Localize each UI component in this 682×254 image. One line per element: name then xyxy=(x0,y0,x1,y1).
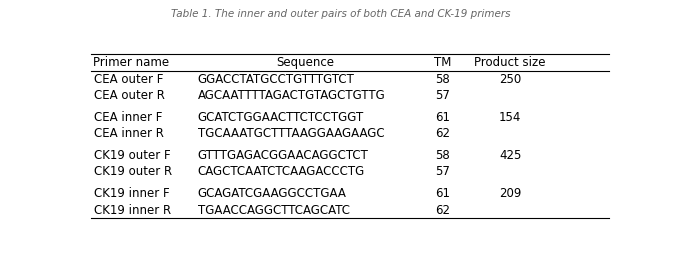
Text: CEA inner R: CEA inner R xyxy=(94,127,164,140)
Text: Product size: Product size xyxy=(475,56,546,69)
Text: TGAACCAGGCTTCAGCATC: TGAACCAGGCTTCAGCATC xyxy=(198,204,350,217)
Text: GCAGATCGAAGGCCTGAA: GCAGATCGAAGGCCTGAA xyxy=(198,187,346,200)
Text: CK19 inner F: CK19 inner F xyxy=(94,187,170,200)
Text: 209: 209 xyxy=(499,187,521,200)
Text: 61: 61 xyxy=(435,187,450,200)
Text: TM: TM xyxy=(434,56,451,69)
Text: 57: 57 xyxy=(435,89,450,102)
Text: 58: 58 xyxy=(435,73,450,86)
Text: CK19 outer F: CK19 outer F xyxy=(94,149,171,162)
Text: 62: 62 xyxy=(435,127,450,140)
Text: 154: 154 xyxy=(499,111,521,124)
Text: GGACCTATGCCTGTTTGTCT: GGACCTATGCCTGTTTGTCT xyxy=(198,73,355,86)
Text: CK19 inner R: CK19 inner R xyxy=(94,204,171,217)
Text: 250: 250 xyxy=(499,73,521,86)
Text: Table 1. The inner and outer pairs of both CEA and CK-19 primers: Table 1. The inner and outer pairs of bo… xyxy=(171,9,511,19)
Text: CEA outer R: CEA outer R xyxy=(94,89,165,102)
Text: TGCAAATGCTTTAAGGAAGAAGC: TGCAAATGCTTTAAGGAAGAAGC xyxy=(198,127,385,140)
Text: GCATCTGGAACTTCTCCTGGT: GCATCTGGAACTTCTCCTGGT xyxy=(198,111,364,124)
Text: 58: 58 xyxy=(435,149,450,162)
Text: 57: 57 xyxy=(435,165,450,178)
Text: GTTTGAGACGGAACAGGCTCT: GTTTGAGACGGAACAGGCTCT xyxy=(198,149,369,162)
Text: 62: 62 xyxy=(435,204,450,217)
Text: CEA outer F: CEA outer F xyxy=(94,73,164,86)
Text: Sequence: Sequence xyxy=(276,56,334,69)
Text: CAGCTCAATCTCAAGACCCTG: CAGCTCAATCTCAAGACCCTG xyxy=(198,165,365,178)
Text: 425: 425 xyxy=(499,149,521,162)
Text: Primer name: Primer name xyxy=(93,56,169,69)
Text: 61: 61 xyxy=(435,111,450,124)
Text: AGCAATTTTAGACTGTAGCTGTTG: AGCAATTTTAGACTGTAGCTGTTG xyxy=(198,89,385,102)
Text: CEA inner F: CEA inner F xyxy=(94,111,162,124)
Text: CK19 outer R: CK19 outer R xyxy=(94,165,173,178)
